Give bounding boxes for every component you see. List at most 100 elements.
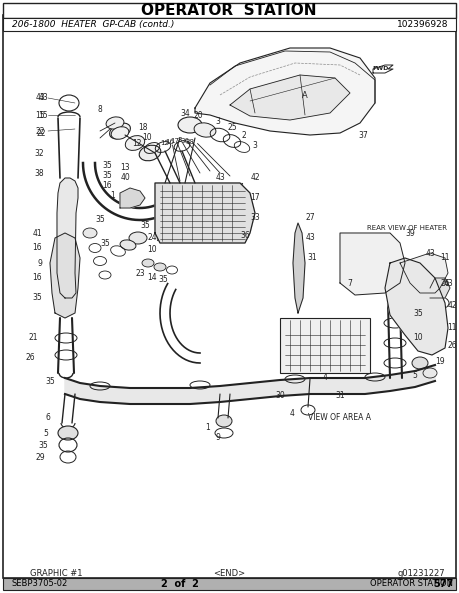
Text: 35: 35 [38,441,48,449]
Text: 36: 36 [180,138,189,144]
Text: 32: 32 [34,148,44,158]
Text: 102396928: 102396928 [397,20,448,29]
Text: 31: 31 [307,253,317,263]
Text: 16: 16 [102,180,112,190]
Text: 31: 31 [335,391,345,400]
Ellipse shape [111,127,129,139]
Text: 10: 10 [413,333,423,343]
Bar [3,578,456,590]
Text: <END>: <END> [213,569,245,578]
Text: 9: 9 [37,259,42,267]
Ellipse shape [58,426,78,440]
Ellipse shape [120,240,136,250]
Text: 12: 12 [160,140,169,146]
Polygon shape [50,233,80,318]
Text: 5: 5 [413,371,417,380]
Text: VIEW OF AREA A: VIEW OF AREA A [308,413,371,422]
Text: 37: 37 [358,132,368,141]
Text: OPERATOR STATION: OPERATOR STATION [370,579,453,588]
Polygon shape [340,233,405,295]
Ellipse shape [412,357,428,369]
Text: 40: 40 [120,174,130,183]
Text: 10: 10 [142,133,152,142]
Text: 14: 14 [147,273,157,282]
Text: 36: 36 [240,231,250,240]
Text: 26: 26 [25,353,35,362]
Text: OPERATOR  STATION: OPERATOR STATION [141,3,317,18]
Bar [157,183,242,240]
Text: 1: 1 [205,423,210,432]
Text: 577: 577 [433,579,453,589]
Text: 15: 15 [39,110,48,120]
Text: 21: 21 [28,333,38,343]
Polygon shape [155,183,255,243]
Text: 33: 33 [250,213,260,222]
Text: 4: 4 [290,409,295,417]
Text: 35: 35 [100,238,110,247]
Text: 13: 13 [120,164,130,173]
Text: 18: 18 [139,123,148,132]
Text: A: A [302,91,308,100]
Text: 35: 35 [102,171,112,180]
Text: 15: 15 [35,110,45,120]
Text: 3: 3 [252,141,257,149]
Ellipse shape [139,145,161,161]
Text: 38: 38 [185,139,194,145]
Text: 16: 16 [33,273,42,282]
Text: 43: 43 [38,94,48,103]
Text: 30: 30 [275,391,285,400]
Text: 1: 1 [110,190,115,199]
Text: 7: 7 [347,279,353,288]
Text: 26: 26 [447,340,457,349]
Text: 6: 6 [45,413,50,422]
Text: 35: 35 [32,294,42,302]
Polygon shape [230,75,350,120]
Polygon shape [430,278,450,298]
Ellipse shape [154,263,166,271]
Text: 2: 2 [241,132,246,141]
Polygon shape [293,223,305,313]
Bar [3,18,456,31]
Text: 41: 41 [33,228,42,238]
Ellipse shape [83,228,97,238]
Text: 2  of  2: 2 of 2 [161,579,199,589]
Text: 10: 10 [147,244,157,253]
Text: 8: 8 [177,137,182,143]
Text: 35: 35 [95,215,105,225]
Text: 17: 17 [170,138,179,144]
Text: 3: 3 [216,116,220,126]
Ellipse shape [142,259,154,267]
Text: g01231227: g01231227 [397,569,445,578]
Ellipse shape [178,117,202,133]
Text: 43: 43 [443,279,453,288]
Polygon shape [195,48,375,135]
Text: 9: 9 [216,433,220,442]
Text: 206-1800  HEATER  GP-CAB (contd.): 206-1800 HEATER GP-CAB (contd.) [12,20,174,29]
Text: 25: 25 [227,123,237,132]
Text: 11: 11 [440,253,450,263]
Text: 35: 35 [413,308,423,317]
Text: 26: 26 [440,279,450,288]
Text: 42: 42 [447,301,457,311]
Text: 23: 23 [135,269,145,278]
Bar [3,3,456,18]
Text: 8: 8 [98,106,102,114]
Text: 43: 43 [425,248,435,257]
Text: 17: 17 [250,193,260,202]
Text: 38: 38 [34,168,44,177]
Text: 27: 27 [305,213,315,222]
Text: 20: 20 [193,110,203,120]
Text: 12: 12 [133,139,142,148]
Polygon shape [57,178,78,298]
Text: 24: 24 [147,234,157,243]
Text: 16: 16 [165,139,174,145]
Text: 19: 19 [435,356,445,365]
Ellipse shape [106,117,124,129]
Text: GRAPHIC #1: GRAPHIC #1 [30,569,83,578]
Text: 43: 43 [305,234,315,243]
Text: 16: 16 [33,244,42,253]
Text: 43: 43 [215,174,225,183]
Polygon shape [120,188,145,208]
Text: 42: 42 [250,174,260,183]
Text: 11: 11 [447,324,457,333]
